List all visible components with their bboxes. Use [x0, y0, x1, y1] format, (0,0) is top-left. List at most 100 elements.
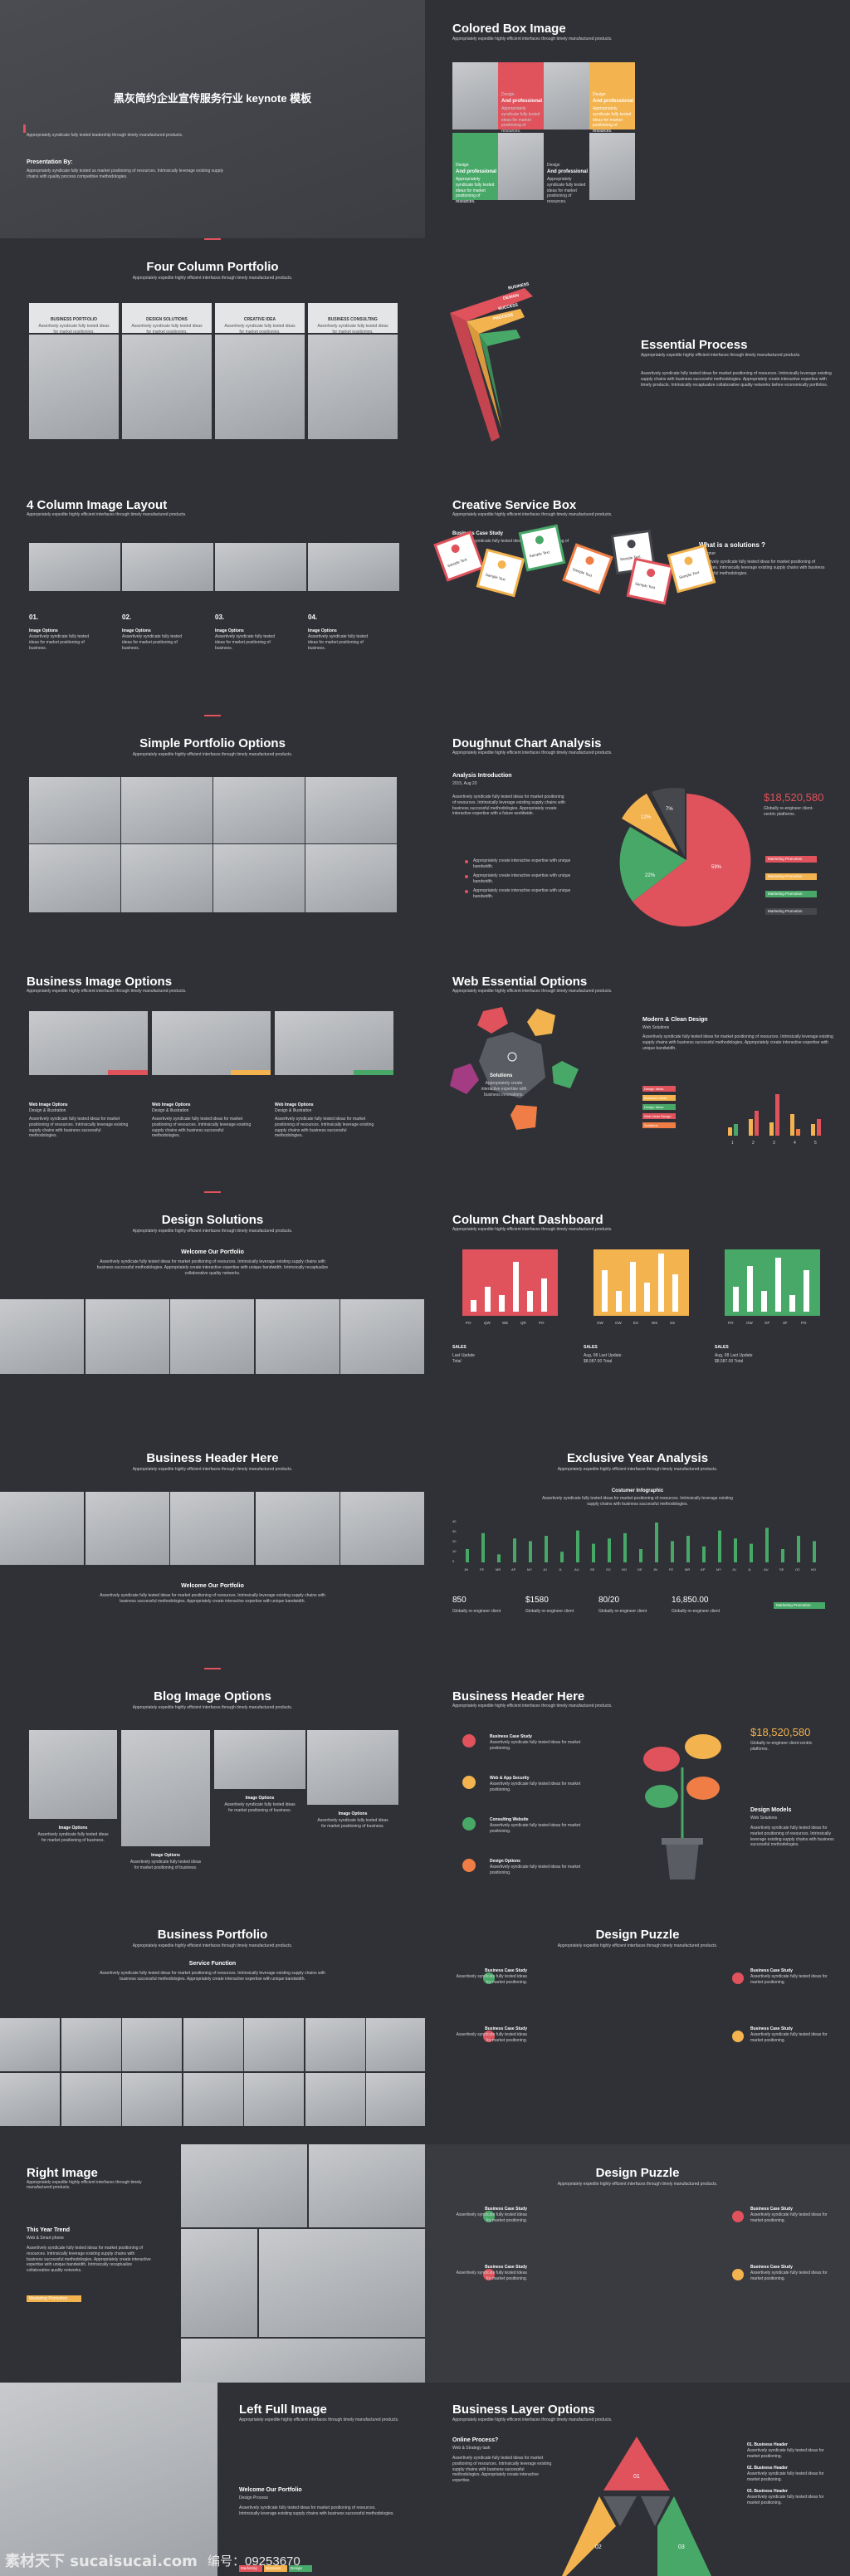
total: Total [452, 1359, 462, 1364]
image-placeholder [452, 62, 498, 130]
bar [811, 1124, 815, 1136]
x-label: JU [732, 1567, 736, 1572]
stat-desc: Globally re-engineer client [672, 1609, 721, 1614]
x-label: PO [728, 1321, 734, 1325]
trend-head: This Year Trend [27, 2227, 71, 2233]
image-placeholder [214, 1730, 305, 1789]
tag-button[interactable]: Marketing [239, 2565, 262, 2572]
sample-tag-text: Sample Text [634, 581, 656, 590]
legend-item: Marketing Promotion [765, 908, 817, 915]
x-label: SE [779, 1567, 784, 1572]
bar [497, 1554, 501, 1562]
petal-orange [510, 1105, 537, 1130]
slide-design-puzzle-1: Design Puzzle Appropriately expedite hig… [425, 1906, 850, 2144]
bar [481, 1532, 485, 1562]
bar [789, 1295, 795, 1312]
layer-number: 01 [633, 2474, 640, 2480]
petal-purple [450, 1063, 479, 1094]
svg-text:12%: 12% [641, 815, 652, 820]
item-body: Assertively syndicate fully tested ideas… [275, 1117, 374, 1139]
presented-by: Presentation By: [27, 159, 73, 165]
accent-bar [23, 125, 26, 133]
image-placeholder [121, 777, 212, 843]
stat-desc: Globally re-engineer client [525, 1609, 574, 1614]
bar [466, 1549, 469, 1562]
puzzle-item-title: Business Case Study [485, 2026, 527, 2031]
item-body: Assertively syndicate fully tested ideas… [37, 1832, 109, 1843]
portfolio-body: Assertively syndicate fully tested ideas… [96, 1259, 329, 1276]
item-body: Assertively syndicate fully tested ideas… [317, 1818, 388, 1829]
bullet-dot-icon [465, 890, 468, 893]
slide-title-desc: Appropriately syndicate fully tested lea… [27, 133, 183, 138]
slide-desc: Appropriately expedite highly efficient … [452, 989, 613, 994]
x-label: NO [622, 1567, 627, 1572]
leaf-orange [686, 1777, 720, 1800]
process-arrows [450, 288, 533, 442]
marketing-button[interactable]: Marketing Promotion [27, 2295, 81, 2302]
sample-tag: Sample Text [479, 551, 522, 594]
slide-business-portfolio: Business Portfolio Appropriately expedit… [0, 1906, 425, 2144]
x-label: 4 [794, 1141, 796, 1146]
amount-desc: Globally re-engineer client-centric plat… [764, 806, 813, 817]
image-placeholder [305, 2018, 365, 2071]
bullet-text: Appropriately create interactive experti… [473, 873, 571, 884]
item-title: Image Options [58, 1826, 88, 1831]
puzzle-icon [483, 2269, 495, 2280]
what-heading: What is a solutions ? [699, 541, 766, 549]
portfolio-card-title: BUSINESS CONSULTING [328, 317, 378, 322]
portfolio-card-title: DESIGN SOLUTIONS [146, 317, 188, 322]
pot [666, 1842, 699, 1879]
portfolio-head: Welcome Our Portfolio [239, 2487, 302, 2493]
x-label: 5 [814, 1141, 817, 1146]
tag-button[interactable]: Business [264, 2565, 287, 2572]
puzzle-item-title: Business Case Study [485, 1968, 527, 1973]
bar [671, 1541, 674, 1562]
slide-title: Simple Portfolio Options [139, 736, 286, 750]
item-body: Assertively syndicate fully tested ideas… [490, 1782, 581, 1792]
image-placeholder [215, 543, 306, 591]
petal-yellow [527, 1009, 555, 1036]
x-label: 2 [752, 1141, 755, 1146]
portfolio-card [215, 303, 305, 333]
image-placeholder [122, 2073, 182, 2126]
item-sub: Design & Illustration [275, 1108, 312, 1113]
bar [781, 1549, 784, 1562]
puzzle-item-body: Assertively syndicate fully tested ideas… [456, 2032, 527, 2043]
item-number: 01. [29, 613, 39, 621]
web-body: Assertively syndicate fully tested ideas… [642, 1034, 833, 1051]
slide-exclusive-year: Exclusive Year Analysis Appropriately ex… [425, 1430, 850, 1668]
bar [499, 1295, 505, 1312]
slide-web-essential: Web Essential Options Appropriately expe… [425, 953, 850, 1191]
legend-item: Web Ideas Design [642, 1113, 676, 1119]
slide-desc: Appropriately expedite highly efficient … [452, 750, 613, 755]
bar [545, 1536, 548, 1562]
bar [623, 1532, 627, 1562]
bar [747, 1266, 753, 1312]
svg-text:7%: 7% [666, 807, 673, 812]
slide-title: Left Full Image [239, 2402, 327, 2417]
image-placeholder [183, 2018, 243, 2071]
bar [702, 1546, 706, 1562]
tri-right [657, 2496, 711, 2576]
stat-desc: Globally re-engineer client [452, 1609, 501, 1614]
slide-business-image: Business Image Options Appropriately exp… [0, 953, 425, 1191]
bar [734, 1124, 738, 1136]
y-label: 40 [452, 1519, 457, 1523]
puzzle-item-body: Assertively syndicate fully tested ideas… [750, 1974, 828, 1985]
item-title: Web & App Security [490, 1776, 530, 1781]
x-label: JN [464, 1567, 468, 1572]
marketing-button[interactable]: Marketing Promotion [774, 1602, 825, 1609]
service-body: Assertively syndicate fully tested ideas… [100, 1971, 325, 1982]
x-label: PO [539, 1321, 545, 1325]
column-charts: PO QW WE QR PO OW GW EX WS SS PO OW GF SF PO [462, 1249, 820, 1325]
slide-title: Essential Process [641, 338, 748, 352]
tag-button[interactable]: Design [289, 2565, 312, 2572]
image-placeholder [61, 2073, 121, 2126]
sample-tag-text: Sample Text [529, 550, 550, 559]
x-label: GW [615, 1321, 623, 1325]
amount: $18,520,580 [750, 1726, 811, 1738]
last-update: Last Update [452, 1353, 475, 1358]
x-label: SF [783, 1321, 788, 1325]
item-number: 03. [215, 613, 225, 621]
arrow-red [450, 288, 533, 321]
